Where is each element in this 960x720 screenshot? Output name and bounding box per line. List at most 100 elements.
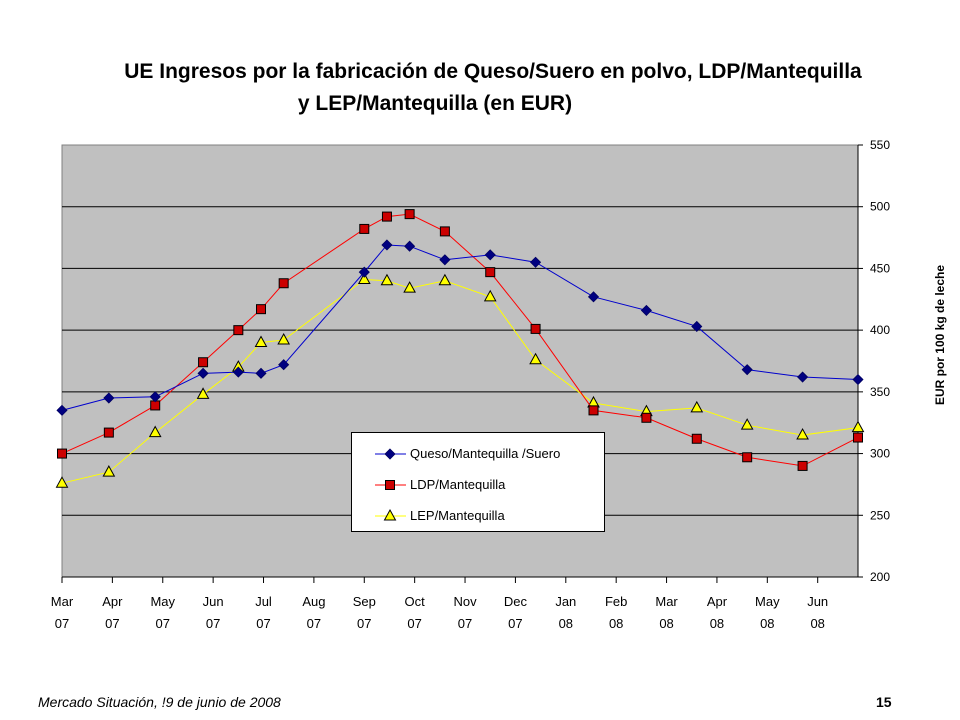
x-tick-label-month: Aug: [302, 594, 325, 609]
legend-label: LEP/Mantequilla: [410, 508, 505, 523]
data-point: [691, 433, 702, 444]
data-point: [742, 452, 753, 463]
y-tick-label: 300: [870, 447, 890, 461]
data-point: [796, 428, 809, 440]
x-tick-label-year: 07: [256, 616, 270, 631]
chart-title: UE Ingresos por la fabricación de Queso/…: [0, 56, 960, 120]
legend-marker: [385, 480, 395, 490]
x-tick-label-year: 07: [156, 616, 170, 631]
legend-item: LEP/Mantequilla: [352, 506, 602, 526]
series-3: [55, 272, 865, 488]
data-point: [485, 267, 496, 278]
data-point: [256, 304, 266, 315]
x-tick-label-month: Apr: [102, 594, 123, 609]
y-tick-label: 200: [870, 570, 890, 584]
chart-title-line2: y LEP/Mantequilla (en EUR): [297, 92, 573, 115]
data-point: [277, 332, 291, 345]
x-tick-label-year: 08: [609, 616, 623, 631]
chart-title-line1: UE Ingresos por la fabricación de Queso/…: [124, 60, 862, 83]
x-tick-label-month: Jan: [555, 594, 576, 609]
data-point: [278, 359, 290, 371]
data-point: [439, 226, 450, 237]
x-tick-label-year: 07: [307, 616, 321, 631]
x-tick-label-year: 07: [55, 616, 69, 631]
data-point: [851, 420, 865, 433]
data-point: [530, 256, 542, 268]
x-tick-label-month: Sep: [353, 594, 376, 609]
x-tick-label-month: Feb: [605, 594, 627, 609]
data-point: [255, 367, 267, 379]
data-point: [853, 432, 863, 443]
data-point: [103, 392, 115, 404]
data-point: [103, 427, 114, 438]
data-point: [690, 400, 704, 413]
data-point: [358, 266, 370, 278]
x-tick-label-year: 07: [105, 616, 119, 631]
x-tick-label-month: May: [755, 594, 780, 609]
legend-item: LDP/Mantequilla: [352, 475, 602, 495]
data-point: [403, 281, 416, 293]
y-tick-label: 500: [870, 200, 890, 214]
data-point: [381, 239, 393, 251]
data-point: [438, 273, 452, 286]
data-point: [740, 418, 754, 430]
data-point: [404, 240, 416, 252]
x-tick-label-month: Apr: [707, 594, 728, 609]
legend-swatch: [375, 508, 406, 521]
data-point: [381, 211, 392, 222]
data-point: [483, 289, 497, 302]
x-tick-label-year: 07: [206, 616, 220, 631]
data-point: [530, 323, 541, 334]
series-2: [57, 209, 863, 471]
data-point: [197, 367, 209, 379]
data-point: [587, 291, 600, 303]
legend-marker: [383, 508, 397, 521]
legend-marker: [384, 448, 396, 460]
data-point: [232, 366, 244, 378]
x-tick-label-month: Dec: [504, 594, 528, 609]
data-point: [359, 223, 370, 234]
x-tick-label-month: Nov: [453, 594, 477, 609]
legend-swatch: [375, 480, 406, 490]
x-tick-label-month: Oct: [405, 594, 426, 609]
y-tick-label: 350: [870, 385, 890, 399]
y-tick-label: 400: [870, 323, 890, 337]
data-point: [278, 278, 289, 289]
data-point: [484, 249, 496, 261]
data-point: [640, 304, 652, 316]
data-point: [198, 357, 209, 368]
y-axis-label: EUR por 100 kg de leche: [933, 265, 947, 405]
data-point: [404, 209, 415, 220]
x-tick-label-year: 08: [659, 616, 673, 631]
data-point: [357, 272, 371, 285]
x-tick-label-year: 08: [760, 616, 774, 631]
data-point: [196, 387, 210, 399]
x-tick-label-month: Jun: [807, 594, 828, 609]
x-tick-label-year: 08: [710, 616, 724, 631]
x-tick-label-month: Mar: [51, 594, 74, 609]
x-tick-label-year: 07: [458, 616, 472, 631]
x-tick-label-year: 07: [357, 616, 371, 631]
y-tick-label: 550: [870, 138, 890, 152]
footer-source: Mercado Situación, !9 de junio de 2008: [38, 694, 281, 710]
data-point: [691, 320, 703, 333]
x-tick-label-year: 08: [810, 616, 824, 631]
data-point: [55, 476, 69, 488]
x-tick-label-month: May: [150, 594, 175, 609]
data-point: [852, 373, 864, 386]
data-point: [588, 405, 599, 416]
data-point: [380, 273, 394, 286]
legend-label: LDP/Mantequilla: [410, 477, 506, 492]
data-point: [254, 335, 268, 347]
chart-legend: Queso/Mantequilla /Suero LDP/Mantequilla L…: [351, 432, 605, 532]
x-tick-label-year: 07: [407, 616, 421, 631]
y-tick-label: 450: [870, 261, 890, 275]
data-point: [529, 352, 542, 365]
data-point: [741, 364, 753, 376]
data-point: [439, 254, 451, 266]
legend-item: Queso/Mantequilla /Suero: [352, 444, 602, 464]
data-point: [797, 371, 809, 383]
y-tick-label: 250: [870, 508, 890, 522]
x-tick-label-month: Mar: [655, 594, 678, 609]
